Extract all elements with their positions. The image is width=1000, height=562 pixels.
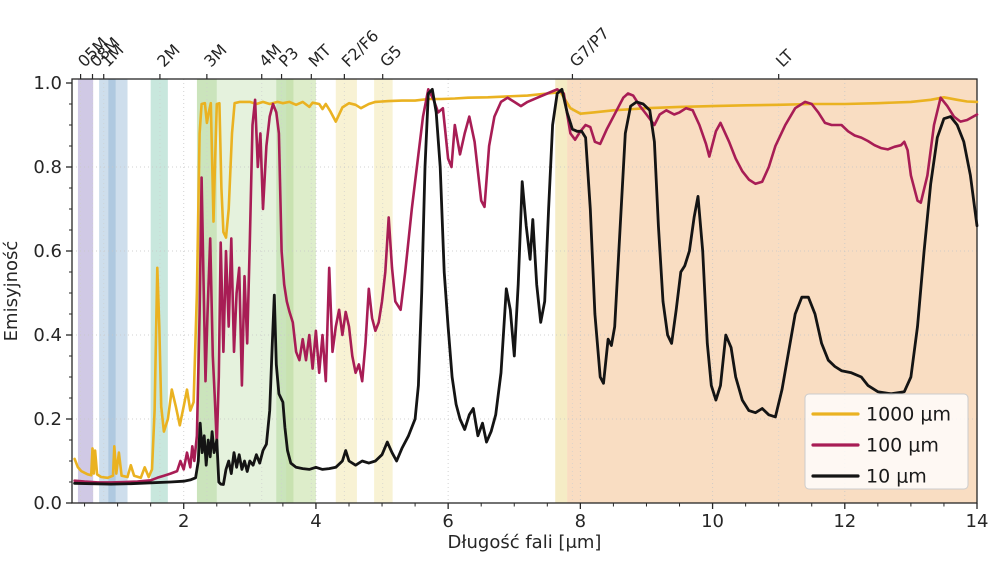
legend-label-1: 100 μm — [866, 435, 939, 457]
legend-label-2: 10 μm — [866, 466, 927, 488]
x-tick-label: 10 — [701, 511, 724, 532]
x-tick-label: 8 — [575, 511, 586, 532]
y-tick-label: 0.6 — [33, 241, 62, 262]
x-tick-label: 2 — [178, 511, 189, 532]
y-tick-label: 0.2 — [33, 409, 62, 430]
band-label: 2M — [153, 40, 183, 70]
y-tick-label: 1.0 — [33, 73, 62, 94]
band-span-1m — [108, 79, 128, 503]
band-span-g7-p7 — [555, 79, 568, 503]
y-tick-label: 0.0 — [33, 493, 62, 514]
legend-box — [804, 393, 969, 490]
band-span-08m — [99, 79, 116, 503]
axes-frame — [71, 78, 978, 504]
band-label: 3M — [200, 40, 230, 70]
x-tick-label: 12 — [833, 511, 856, 532]
x-axis-title: Długość fali [μm] — [448, 532, 602, 553]
band-span-f2-f6 — [335, 79, 357, 503]
x-tick-label: 6 — [442, 511, 453, 532]
series-line-100μm — [73, 88, 979, 484]
band-label: F2/F6 — [338, 26, 383, 71]
x-tick-label: 14 — [966, 511, 989, 532]
band-label: G5 — [376, 41, 405, 70]
y-tick-label: 0.8 — [33, 157, 62, 178]
y-tick-label: 0.4 — [33, 325, 62, 346]
x-tick-label: 4 — [310, 511, 321, 532]
band-span-05m — [77, 79, 94, 503]
y-axis-title: Emisyjność — [1, 241, 22, 342]
band-label: G7/P7 — [566, 24, 613, 71]
band-label: MT — [305, 41, 335, 71]
band-label: LT — [772, 46, 797, 71]
series-line-10μm — [73, 87, 979, 486]
legend-label-0: 1000 μm — [866, 404, 951, 426]
